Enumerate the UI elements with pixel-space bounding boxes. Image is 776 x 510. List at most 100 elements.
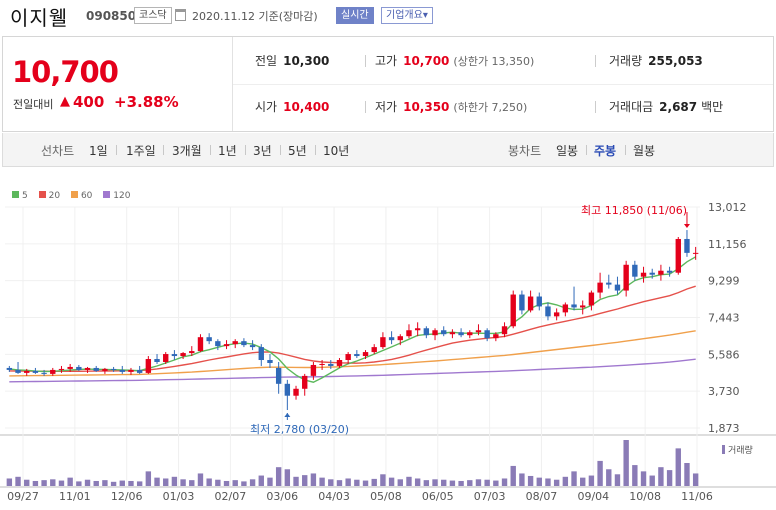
period-3m[interactable]: 3개월 (172, 144, 202, 158)
stock-code: 090850 (86, 9, 137, 23)
candle-body (371, 347, 377, 353)
stat-value: 255,053 (648, 54, 703, 68)
period-1d[interactable]: 1일 (89, 144, 108, 158)
candle-body (458, 332, 464, 336)
divider (163, 145, 164, 155)
ma60-line (9, 330, 696, 377)
volume-bar (362, 480, 369, 486)
separator (365, 55, 366, 67)
volume-legend: 거래량 (722, 443, 753, 456)
volume-bar (258, 475, 264, 486)
volume-bar (467, 480, 473, 486)
y-tick-label: 7,443 (708, 311, 740, 324)
divider (233, 84, 773, 85)
stock-header: 이지웰 090850 코스닥 2020.11.12 기준(장마감) 실시간 기업… (0, 0, 776, 32)
volume-bar (553, 479, 560, 486)
candle-body (241, 341, 247, 346)
calendar-icon (175, 9, 186, 21)
volume-bar (380, 474, 386, 486)
stat-open: 시가 10,400 (255, 98, 329, 115)
period-5y[interactable]: 5년 (288, 144, 307, 158)
period-1w[interactable]: 1주일 (126, 144, 156, 158)
change-percent: +3.88% (114, 93, 179, 111)
stat-amount: 거래대금 2,687 백만 (609, 98, 723, 115)
volume-bar (310, 473, 317, 486)
candle-body (467, 332, 473, 336)
stock-name: 이지웰 (10, 6, 69, 30)
volume-bar (32, 480, 39, 486)
candle-body (67, 366, 73, 369)
candle-body (562, 304, 569, 313)
date-label: 2020.11.12 기준(장마감) (192, 10, 318, 23)
candle-body (136, 369, 143, 373)
volume-bar (319, 477, 325, 486)
volume-bar (6, 478, 13, 486)
volume-bar (571, 471, 577, 486)
candle-weekly[interactable]: 주봉 (594, 144, 617, 158)
volume-bar (545, 478, 551, 486)
divider (210, 145, 211, 155)
volume-bar (275, 467, 282, 486)
candle-body (692, 252, 699, 254)
stat-prev-close: 전일 10,300 (255, 52, 329, 69)
price-summary: 10,700 전일대비 ▲ 400 +3.88% 전일 10,300 고가 10,7… (2, 36, 774, 132)
candle-body (449, 332, 456, 335)
divider (315, 145, 316, 155)
legend-label: 60 (80, 191, 93, 201)
stat-value: 10,300 (283, 54, 330, 68)
period-1y[interactable]: 1년 (218, 144, 237, 158)
candle-body (675, 238, 681, 273)
period-3y[interactable]: 3년 (253, 144, 272, 158)
period-bar: 선차트 1일 1주일 3개월 1년 3년 5년 10년 봉차트 일봉 주봉 월봉 (2, 133, 774, 167)
candle-body (493, 334, 499, 339)
y-tick-label: 11,156 (708, 238, 747, 251)
candle-body (397, 336, 403, 341)
candle-body (249, 345, 256, 348)
candle-body (536, 296, 542, 307)
y-tick-label: 5,586 (708, 348, 740, 361)
divider (280, 145, 281, 155)
candle-body (119, 369, 125, 372)
volume-bar (189, 480, 195, 486)
candle-body (215, 341, 221, 347)
volume-bar (562, 476, 569, 486)
x-tick-label: 01/03 (163, 490, 195, 503)
candle-body (406, 330, 412, 337)
candle-body (128, 369, 134, 372)
chart-legend: 5 20 60 120 (12, 191, 138, 201)
candle-body (362, 352, 369, 357)
candle-daily[interactable]: 일봉 (556, 144, 579, 158)
volume-bar (284, 469, 291, 486)
volume-bar (475, 479, 482, 486)
candle-body (380, 337, 386, 348)
y-tick-label: 1,873 (708, 422, 740, 435)
volume-bar (102, 480, 108, 486)
candle-body (649, 272, 655, 275)
volume-bar (328, 479, 334, 486)
volume-bar (675, 448, 681, 486)
realtime-button[interactable]: 실시간 (336, 7, 374, 24)
candle-chart-label: 봉차트 (508, 144, 542, 158)
stat-unit: 백만 (701, 100, 724, 114)
x-tick-label: 09/27 (7, 490, 39, 503)
candle-monthly[interactable]: 월봉 (633, 144, 656, 158)
x-tick-label: 02/07 (215, 490, 247, 503)
volume-bar (606, 469, 612, 486)
volume-bar (223, 480, 230, 486)
volume-bar (597, 460, 603, 486)
volume-bar (423, 480, 430, 486)
volume-bar (154, 477, 160, 486)
company-overview-button[interactable]: 기업개요▾ (381, 7, 433, 24)
stat-value: 10,350 (403, 100, 450, 114)
candle-body (232, 341, 238, 345)
candle-body (545, 306, 551, 317)
volume-bar (432, 479, 438, 486)
candle-body (154, 359, 160, 362)
period-10y[interactable]: 10년 (323, 144, 350, 158)
low-marker-arrow (284, 413, 291, 418)
volume-bar (406, 476, 412, 486)
volume-bar (449, 480, 456, 486)
candle-body (293, 388, 299, 396)
candle-body (510, 294, 516, 327)
